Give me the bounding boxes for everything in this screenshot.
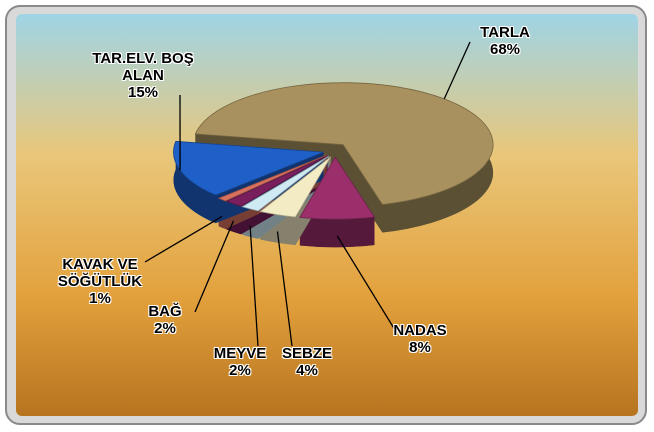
leader-line <box>276 231 293 347</box>
slice-label: TAR.ELV. BOŞ ALAN 15% <box>88 50 198 101</box>
label-name: TAR.ELV. BOŞ ALAN <box>92 50 194 84</box>
leader-line <box>443 41 471 100</box>
label-name: NADAS <box>393 322 447 339</box>
label-name: KAVAK VE SÖĞÜTLÜK <box>57 256 143 290</box>
leader-line <box>336 235 396 331</box>
slice-side <box>299 217 375 248</box>
label-value: 8% <box>409 339 431 356</box>
label-value: 4% <box>296 362 318 379</box>
slice <box>225 155 328 207</box>
label-value: 68% <box>489 41 521 58</box>
label-value: 1% <box>89 290 111 307</box>
pie <box>144 41 494 347</box>
label-name: SEBZE <box>281 345 332 362</box>
label-name: MEYVE <box>213 345 267 362</box>
slice <box>299 156 376 220</box>
leader-line <box>249 225 259 347</box>
slice <box>194 82 494 205</box>
slice-label: BAĞ 2% <box>135 303 195 337</box>
leader-line <box>144 215 223 263</box>
slice <box>259 156 332 218</box>
slice <box>217 154 327 202</box>
slice-label: SEBZE 4% <box>272 345 342 379</box>
label-value: 15% <box>127 84 159 101</box>
slice-label: NADAS 8% <box>375 322 465 356</box>
slice-wall <box>343 144 383 233</box>
slice-label: TARLA 68% <box>455 24 555 58</box>
slice <box>241 155 329 212</box>
slice <box>173 140 324 196</box>
label-name: BAĞ <box>148 303 182 320</box>
slice-label: KAVAK VE SÖĞÜTLÜK 1% <box>50 256 150 307</box>
label-value: 2% <box>154 320 176 337</box>
leader-line <box>194 220 235 313</box>
label-name: TARLA <box>480 24 530 41</box>
slice-label: MEYVE 2% <box>200 345 280 379</box>
label-value: 2% <box>229 362 251 379</box>
slice-side <box>173 141 216 224</box>
